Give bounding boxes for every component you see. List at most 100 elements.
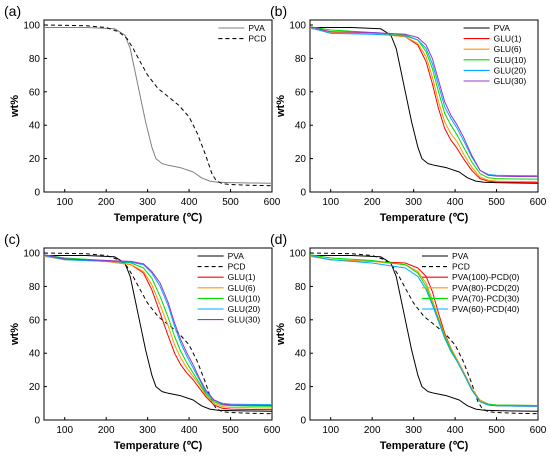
y-tick-label: 100: [289, 249, 306, 260]
x-tick-label: 300: [405, 197, 422, 208]
x-tick-label: 100: [322, 425, 339, 436]
y-tick-label: 20: [295, 382, 307, 393]
series-line-pva: [310, 27, 539, 184]
x-axis-label: Temperature (℃): [114, 212, 203, 224]
panel-label: (a): [4, 3, 21, 19]
x-tick-label: 200: [364, 425, 381, 436]
y-tick-label: 80: [29, 282, 41, 293]
x-tick-label: 300: [139, 425, 156, 436]
legend-entry: GLU(1): [494, 34, 522, 44]
panel-1: 100 200 300 400 500 600 0 20 40 60 80 100 Temperatur…: [4, 3, 281, 224]
y-tick-label: 20: [29, 382, 41, 393]
x-tick-label: 500: [488, 425, 505, 436]
series-line-glu-6-: [309, 27, 539, 183]
x-tick-label: 300: [405, 425, 422, 436]
x-tick-label: 400: [181, 197, 198, 208]
series-line-glu-10-: [309, 26, 539, 180]
series-line-glu-20-: [309, 27, 539, 177]
x-tick-label: 200: [98, 197, 115, 208]
plot-frame: [309, 247, 539, 421]
x-tick-label: 100: [322, 197, 339, 208]
panel-4: 100 200 300 400 500 600 0 20 40 60 80 100 Temperatur…: [270, 231, 547, 452]
legend-entry: PCD: [228, 262, 246, 272]
y-axis-label: wt%: [275, 95, 287, 118]
panel-label: (d): [270, 231, 287, 247]
series-line-glu-30-: [43, 254, 273, 406]
y-tick-label: 100: [23, 249, 40, 260]
y-axis-label: wt%: [9, 323, 21, 346]
y-tick-label: 80: [295, 282, 307, 293]
legend-entry: GLU(6): [494, 44, 522, 54]
series-line-pva-60-pcd-40-: [309, 255, 539, 407]
x-tick-label: 500: [488, 197, 505, 208]
legend-entry: PVA(100)-PCD(0): [452, 272, 520, 282]
y-tick-label: 100: [289, 21, 306, 32]
x-tick-label: 400: [447, 425, 464, 436]
panel-3: 100 200 300 400 500 600 0 20 40 60 80 100 Temperatur…: [4, 231, 281, 452]
x-tick-label: 100: [56, 425, 73, 436]
y-tick-label: 80: [29, 54, 41, 65]
y-axis-label: wt%: [9, 95, 21, 118]
plot-frame: [43, 247, 273, 421]
series-line-glu-30-: [309, 26, 539, 178]
legend-entry: PVA(80)-PCD(20): [452, 283, 520, 293]
legend-entry: PCD: [452, 262, 470, 272]
x-axis-label: Temperature (℃): [114, 440, 203, 452]
y-tick-label: 100: [23, 21, 40, 32]
legend-entry: GLU(20): [228, 304, 261, 314]
x-tick-label: 600: [264, 197, 281, 208]
panel-2: 100 200 300 400 500 600 0 20 40 60 80 100 Temperatur…: [270, 3, 547, 224]
series-line-pcd: [309, 252, 539, 415]
y-tick-label: 0: [34, 188, 40, 199]
y-tick-label: 20: [29, 154, 41, 165]
legend-entry: GLU(10): [228, 293, 261, 303]
y-tick-label: 40: [295, 349, 307, 360]
y-tick-label: 60: [295, 87, 307, 98]
x-tick-label: 600: [530, 197, 547, 208]
y-tick-label: 0: [300, 416, 306, 427]
legend-entry: GLU(30): [228, 315, 261, 325]
y-axis-label: wt%: [275, 323, 287, 346]
x-tick-label: 200: [98, 425, 115, 436]
x-tick-label: 100: [56, 197, 73, 208]
legend-entry: GLU(1): [228, 272, 256, 282]
y-tick-label: 0: [300, 188, 306, 199]
y-tick-label: 80: [295, 54, 307, 65]
series-line-pcd: [43, 24, 273, 187]
x-tick-label: 600: [530, 425, 547, 436]
legend-entry: GLU(10): [494, 55, 527, 65]
series-line-pva: [44, 27, 273, 184]
legend-entry: GLU(30): [494, 76, 527, 86]
y-tick-label: 40: [29, 121, 41, 132]
x-tick-label: 400: [447, 197, 464, 208]
plot-frame: [43, 19, 273, 193]
legend-entry: PVA: [494, 23, 511, 33]
y-tick-label: 40: [295, 121, 307, 132]
x-tick-label: 300: [139, 197, 156, 208]
legend-entry: PVA(70)-PCD(30): [452, 293, 520, 303]
x-tick-label: 600: [264, 425, 281, 436]
legend-entry: PVA: [228, 251, 245, 261]
x-tick-label: 500: [222, 425, 239, 436]
legend-entry: PVA: [248, 23, 265, 33]
y-tick-label: 60: [295, 315, 307, 326]
legend-entry: GLU(6): [228, 283, 256, 293]
legend-entry: PVA: [452, 251, 469, 261]
series-line-pva-70-pcd-30-: [309, 254, 539, 406]
y-tick-label: 40: [29, 349, 41, 360]
legend-entry: GLU(20): [494, 65, 527, 75]
panel-label: (b): [270, 3, 287, 19]
legend-entry: PVA(60)-PCD(40): [452, 304, 520, 314]
plot-frame: [309, 19, 539, 193]
x-tick-label: 400: [181, 425, 198, 436]
legend-entry: PCD: [248, 34, 266, 44]
y-tick-label: 60: [29, 87, 41, 98]
series-line-glu-20-: [43, 255, 273, 406]
x-tick-label: 200: [364, 197, 381, 208]
x-axis-label: Temperature (℃): [380, 212, 469, 224]
series-line-glu-10-: [43, 254, 273, 407]
